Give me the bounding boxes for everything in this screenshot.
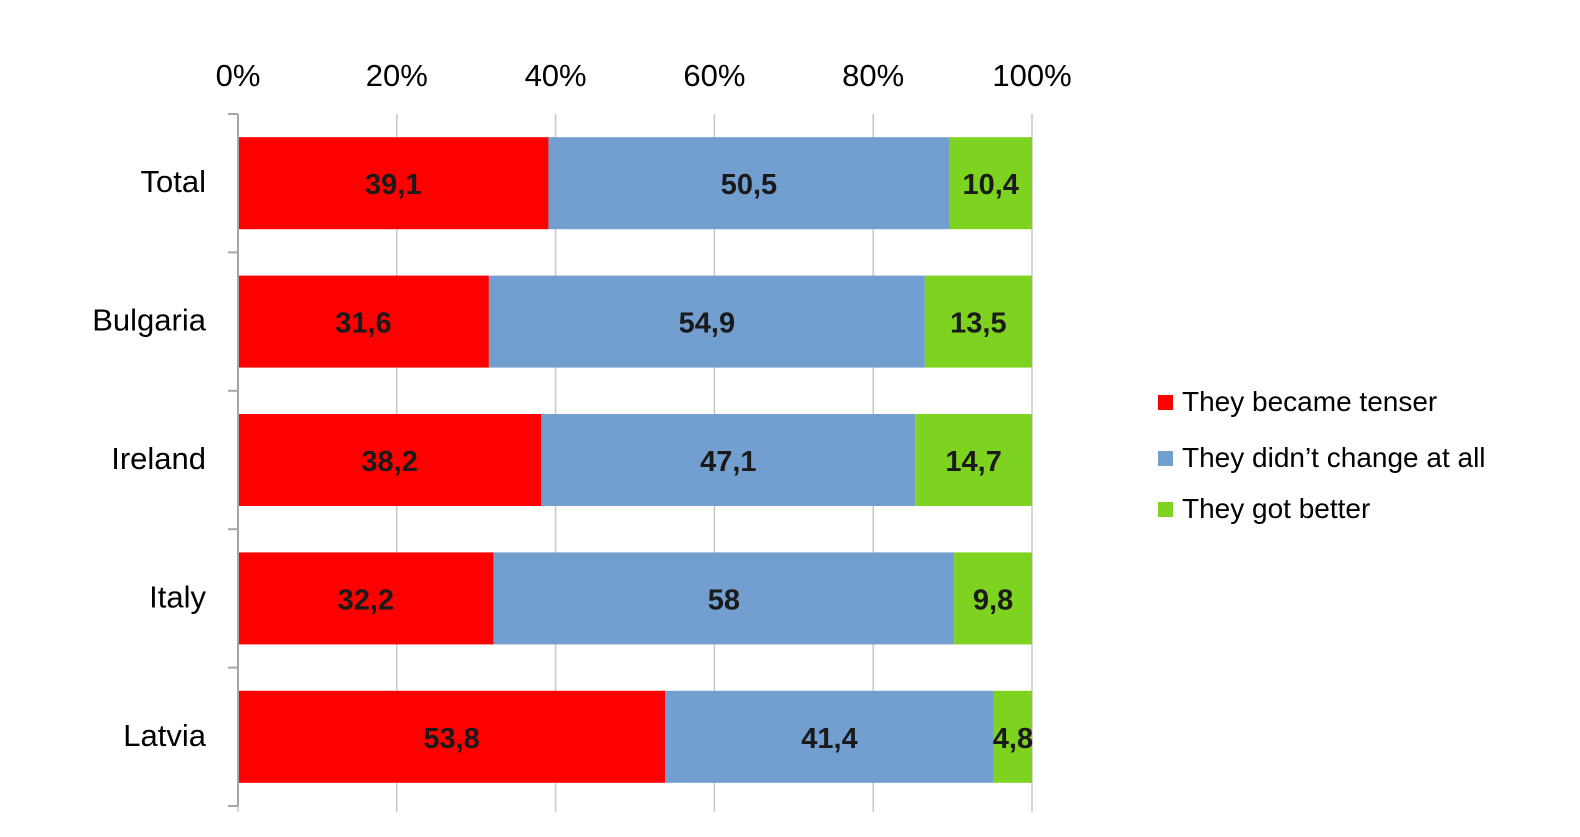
x-tick-label: 60% [683, 58, 745, 93]
legend-label: They got better [1182, 493, 1370, 524]
bar-segment [949, 137, 1032, 230]
data-label: 10,4 [962, 169, 1018, 201]
data-label: 58 [708, 584, 740, 616]
bar-segment [665, 690, 994, 783]
data-label: 13,5 [950, 308, 1006, 340]
bar-segment [238, 690, 666, 783]
x-tick-label: 20% [366, 58, 428, 93]
x-tick-label: 80% [842, 58, 904, 93]
bar-segment [488, 275, 925, 368]
x-tick-label: 0% [216, 58, 261, 93]
bars: 39,1 50,5 10,4 31,6 54,9 13,5 38,2 47,1 14,7 32,2… [238, 137, 1033, 783]
bar-segment [915, 414, 1032, 506]
legend-swatch [1158, 502, 1173, 517]
data-label: 4,8 [993, 723, 1033, 755]
data-label: 50,5 [721, 169, 777, 201]
bar-segment [548, 137, 950, 230]
category-labels: Total Bulgaria Ireland Italy Latvia [92, 164, 206, 753]
bar-segment [238, 137, 549, 230]
bar-segment [541, 414, 916, 506]
bar-segment [954, 552, 1032, 645]
category-label: Latvia [123, 718, 206, 753]
data-label: 41,4 [801, 723, 857, 755]
data-label: 47,1 [700, 446, 756, 478]
data-label: 53,8 [423, 723, 479, 755]
data-label: 39,1 [365, 169, 421, 201]
category-label: Bulgaria [92, 303, 206, 338]
bar-segment [493, 552, 955, 645]
data-label: 38,2 [361, 446, 417, 478]
data-label: 9,8 [973, 584, 1013, 616]
data-label: 31,6 [335, 308, 391, 340]
bar-segment [238, 275, 489, 368]
legend-label: They didn’t change at all [1182, 442, 1486, 473]
category-label: Ireland [111, 441, 206, 476]
category-label: Italy [149, 579, 206, 614]
legend: They became tenser They didn’t change at … [1158, 386, 1486, 524]
bar-segment [238, 552, 494, 645]
legend-swatch [1158, 451, 1173, 466]
data-label: 54,9 [679, 308, 735, 340]
bar-segment [924, 275, 1032, 368]
axes [228, 113, 239, 807]
bar-segment [238, 414, 542, 506]
x-tick-label: 100% [992, 58, 1071, 93]
legend-label: They became tenser [1182, 386, 1437, 417]
category-label: Total [141, 164, 206, 199]
x-tick-label: 40% [525, 58, 587, 93]
legend-swatch [1158, 395, 1173, 410]
data-label: 32,2 [338, 584, 394, 616]
x-axis-ticks: 0% 20% 40% 60% 80% 100% [216, 58, 1072, 93]
bar-segment [993, 690, 1032, 783]
data-label: 14,7 [945, 446, 1001, 478]
